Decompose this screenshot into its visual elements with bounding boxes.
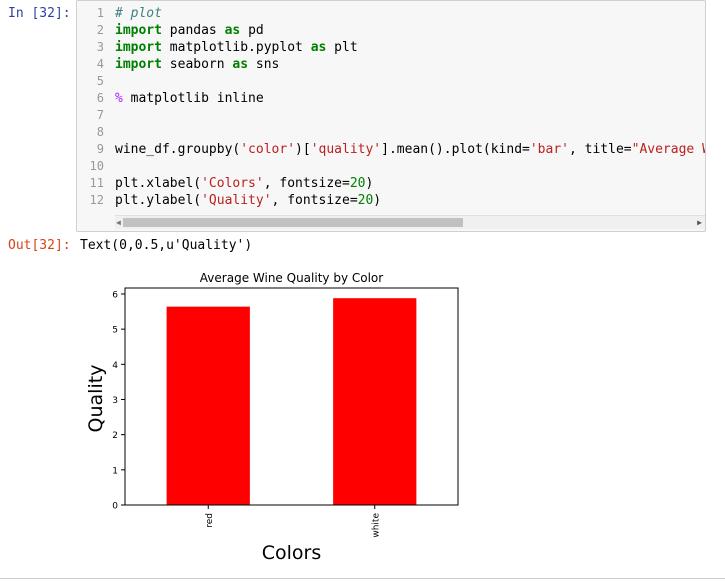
code-line[interactable] <box>115 124 705 141</box>
x-tick-label: white <box>371 513 381 538</box>
code-line[interactable]: import seaborn as sns <box>115 57 280 72</box>
scrollbar-thumb[interactable] <box>123 218 463 227</box>
chart-title: Average Wine Quality by Color <box>200 271 383 285</box>
plot-frame <box>124 287 459 506</box>
line-number: 12 <box>89 193 104 207</box>
line-number: 8 <box>96 125 104 139</box>
code-line[interactable]: plt.ylabel('Quality', fontsize=20) <box>115 193 382 208</box>
code-line[interactable]: plt.xlabel('Colors', fontsize=20) <box>115 176 374 191</box>
line-number: 10 <box>89 159 104 173</box>
y-tick-label: 3 <box>112 396 118 406</box>
y-tick-label: 0 <box>112 502 118 512</box>
code-line[interactable]: wine_df.groupby('color')['quality'].mean… <box>115 142 705 157</box>
code-line[interactable]: % matplotlib inline <box>115 91 264 106</box>
line-number: 11 <box>89 176 104 190</box>
line-number: 4 <box>96 57 104 71</box>
bar-chart: Average Wine Quality by Color 0 1 2 3 4 5 6 red w… <box>85 271 459 564</box>
y-tick-label: 2 <box>112 431 118 441</box>
code-line[interactable] <box>115 158 705 175</box>
line-number-gutter: 1 2 3 4 5 6 7 8 9 10 11 12 <box>77 5 109 209</box>
code-line[interactable] <box>115 73 705 90</box>
line-number: 2 <box>96 23 104 37</box>
y-tick-label: 4 <box>112 361 118 371</box>
code-line[interactable]: # plot <box>115 6 162 21</box>
code-line[interactable]: import matplotlib.pyplot as plt <box>115 40 358 55</box>
output-prompt: Out[32]: <box>8 238 71 253</box>
input-prompt: In [32]: <box>8 6 71 21</box>
output-text: Text(0,0.5,u'Quality') <box>80 238 253 253</box>
x-axis-label: Colors <box>262 542 322 564</box>
line-number: 9 <box>96 142 104 156</box>
line-number: 3 <box>96 40 104 54</box>
horizontal-scrollbar[interactable]: ◀ ▶ <box>115 215 705 229</box>
y-axis-label: Quality <box>85 365 107 433</box>
y-tick-label: 6 <box>112 290 118 300</box>
y-tick-label: 5 <box>112 326 118 336</box>
code-text[interactable]: # plot import pandas as pd import matplotl… <box>115 5 705 209</box>
bar-white <box>333 298 417 505</box>
y-tick-label: 1 <box>112 466 118 476</box>
line-number: 1 <box>96 6 104 20</box>
cell-divider <box>0 578 725 579</box>
code-cell-editor[interactable]: 1 2 3 4 5 6 7 8 9 10 11 12 # plot import … <box>76 0 706 232</box>
bar-red <box>166 306 250 505</box>
code-line[interactable]: import pandas as pd <box>115 23 264 38</box>
code-line[interactable] <box>115 107 705 124</box>
line-number: 6 <box>96 91 104 105</box>
line-number: 5 <box>96 74 104 88</box>
scroll-left-arrow-icon[interactable]: ◀ <box>116 218 121 227</box>
x-tick-label: red <box>205 513 215 528</box>
line-number: 7 <box>96 108 104 122</box>
scroll-right-arrow-icon[interactable]: ▶ <box>697 218 702 227</box>
